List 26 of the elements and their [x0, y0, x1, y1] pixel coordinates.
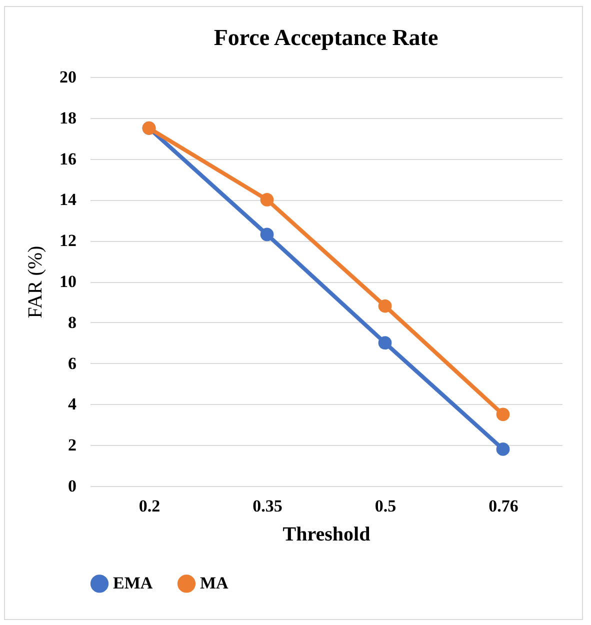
point [260, 193, 274, 206]
legend-label: MA [200, 574, 230, 593]
y-tick-label: 0 [68, 476, 76, 496]
x-tick-label: 0.2 [138, 496, 160, 516]
x-tick-label: 0.5 [374, 496, 396, 516]
y-tick-label: 14 [60, 190, 77, 210]
y-axis-title: FAR (%) [24, 246, 46, 318]
y-tick-label: 16 [60, 149, 76, 168]
y-tick-label: 2 [68, 436, 76, 455]
y-tick-label: 10 [60, 272, 76, 291]
x-axis-title: Threshold [282, 524, 370, 546]
point [378, 299, 392, 313]
point [260, 228, 274, 242]
y-tick-label: 6 [68, 354, 76, 373]
y-tick-label: 20 [60, 68, 76, 86]
y-tick-label: 18 [60, 108, 76, 128]
point [378, 336, 392, 350]
x-tick-label: 0.35 [252, 496, 282, 516]
point [496, 442, 510, 456]
y-tick-label: 12 [60, 231, 76, 250]
y-tick-label: 8 [68, 312, 76, 332]
chart-title: Force Acceptance Rate [214, 25, 438, 50]
x-tick-label: 0.76 [488, 496, 518, 516]
legend-label: EMA [113, 574, 154, 593]
point [496, 408, 510, 422]
y-tick-label: 4 [68, 394, 77, 414]
